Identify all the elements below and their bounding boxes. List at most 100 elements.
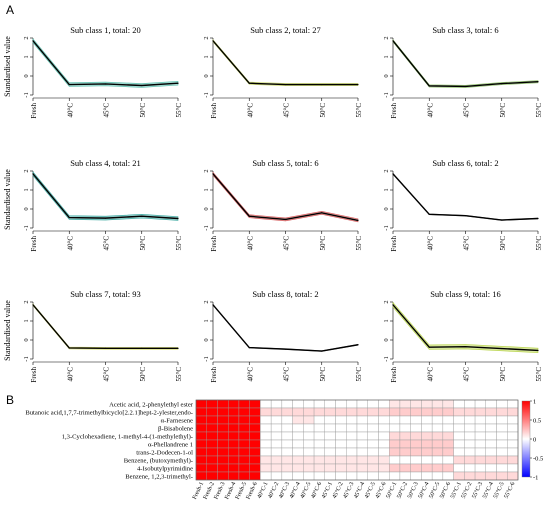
- heatmap-cell: [206, 439, 218, 449]
- heatmap-cell: [356, 431, 368, 441]
- heatmap-cell: [496, 399, 508, 409]
- x-tick-label: 55°C: [355, 367, 363, 382]
- series-band: [32, 303, 179, 350]
- heatmap-cell: [421, 455, 433, 465]
- heatmap-cell: [281, 455, 293, 465]
- heatmap-cell: [453, 399, 465, 409]
- heatmap-cell: [464, 423, 476, 433]
- heatmap-cell: [464, 439, 476, 449]
- heatmap-cell: [324, 447, 336, 457]
- heatmap-cell: [367, 423, 379, 433]
- heatmap-cell: [249, 471, 261, 481]
- y-axis-label: Standardised value: [3, 36, 12, 97]
- heatmap-cell: [346, 463, 358, 473]
- heatmap-cell: [442, 463, 454, 473]
- subplot-title: Sub class 6, total: 2: [432, 158, 498, 168]
- heatmap-cell: [238, 471, 250, 481]
- heatmap-cell: [410, 415, 422, 425]
- series-point: [501, 347, 503, 350]
- series-point: [177, 347, 179, 349]
- heatmap-cell: [442, 399, 454, 409]
- heatmap-cell: [206, 463, 218, 473]
- heatmap-cell: [507, 463, 519, 473]
- heatmap-cell: [431, 423, 444, 433]
- heatmap-cell: [389, 471, 401, 481]
- heatmap-cell: [464, 463, 476, 473]
- subplot-title: Sub class 9, total: 16: [430, 289, 501, 299]
- y-tick-label: 0: [203, 338, 210, 341]
- x-tick-label: 45°C: [463, 103, 471, 118]
- heatmap-cell: [507, 471, 519, 481]
- y-tick-label: 0: [383, 207, 390, 210]
- heatmap-cell: [292, 447, 304, 457]
- heatmap-cell: [238, 415, 250, 425]
- series-point: [212, 304, 214, 306]
- heatmap-cell: [367, 407, 379, 417]
- heatmap-row-label: Butanoic acid,1,7,7-trimethylbicyclo[2.2…: [25, 409, 193, 416]
- colorbar-tick-label: -1: [533, 474, 538, 481]
- heatmap-cell: [249, 399, 261, 409]
- heatmap-cell: [378, 415, 390, 425]
- heatmap-cell: [507, 399, 519, 409]
- heatmap-cell: [474, 431, 487, 441]
- heatmap-cell: [270, 439, 283, 449]
- heatmap-row-label: 4-Isobutylpyrimidine: [137, 465, 193, 472]
- series-point: [537, 217, 539, 220]
- heatmap-cell: [227, 415, 240, 425]
- y-axis-label: Standardised value: [3, 300, 12, 361]
- heatmap-cell: [260, 455, 272, 465]
- heatmap-cell: [496, 431, 508, 441]
- heatmap-cell: [367, 463, 379, 473]
- x-tick-label: 45°C: [463, 367, 471, 382]
- heatmap-cell: [474, 415, 487, 425]
- heatmap-cell: [507, 415, 519, 425]
- heatmap-cell: [217, 415, 229, 425]
- heatmap-cell: [474, 439, 487, 449]
- series-point: [321, 350, 323, 352]
- subplot-title: Sub class 4, total: 21: [70, 158, 141, 168]
- y-tick-label: 1: [23, 319, 30, 322]
- heatmap-cell: [474, 463, 487, 473]
- x-tick-label: 40°C: [246, 367, 254, 382]
- heatmap-cell: [389, 447, 401, 457]
- heatmap-cell: [356, 455, 368, 465]
- heatmap-cell: [346, 439, 358, 449]
- series-point: [248, 215, 250, 217]
- heatmap-cell: [303, 415, 315, 425]
- heatmap-cell: [410, 399, 422, 409]
- heatmap-cell: [270, 423, 283, 433]
- heatmap-cell: [324, 407, 336, 417]
- heatmap-cell: [281, 415, 293, 425]
- heatmap-cell: [346, 415, 358, 425]
- heatmap-cell: [324, 439, 336, 449]
- heatmap-cell: [485, 431, 497, 441]
- x-tick-label: 50°C: [139, 103, 147, 118]
- heatmap-cell: [238, 431, 250, 441]
- heatmap-cell: [313, 431, 326, 441]
- x-tick-label: Fresh: [390, 103, 398, 119]
- heatmap-cell: [249, 447, 261, 457]
- series-point: [428, 346, 430, 348]
- heatmap-cell: [410, 455, 422, 465]
- heatmap-cell: [442, 431, 454, 441]
- heatmap-cell: [346, 471, 358, 481]
- heatmap-cell: [217, 399, 229, 409]
- series-point: [501, 83, 503, 85]
- heatmap-cell: [195, 431, 207, 441]
- y-tick-label: 1: [23, 188, 30, 191]
- series-band: [212, 38, 359, 86]
- heatmap-cell: [378, 455, 390, 465]
- heatmap-row-label: trans-2-Dodecen-1-ol: [136, 449, 193, 456]
- heatmap-cell: [335, 455, 347, 465]
- heatmap-cell: [195, 455, 207, 465]
- heatmap-cell: [421, 431, 433, 441]
- heatmap-cell: [453, 423, 465, 433]
- colorbar-tick-label: 1: [533, 398, 536, 405]
- heatmap-cell: [249, 455, 261, 465]
- heatmap-cell: [281, 463, 293, 473]
- series-point: [284, 218, 287, 221]
- heatmap-cell: [260, 471, 272, 481]
- heatmap-cell: [324, 415, 336, 425]
- heatmap-cell: [270, 455, 283, 465]
- series-mean-line: [212, 173, 359, 222]
